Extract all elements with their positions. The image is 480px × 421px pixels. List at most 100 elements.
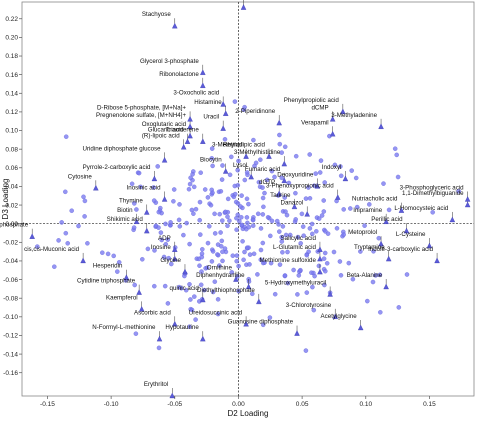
data-point xyxy=(129,181,135,187)
data-point xyxy=(177,202,182,207)
data-point xyxy=(140,257,145,262)
data-point xyxy=(285,249,290,255)
data-point xyxy=(209,156,215,161)
data-point xyxy=(35,244,40,249)
point-label: quinic acid xyxy=(170,285,200,292)
labeled-point-marker xyxy=(243,320,249,327)
data-point xyxy=(215,297,221,302)
data-point xyxy=(188,175,193,181)
data-point xyxy=(166,255,171,261)
data-point xyxy=(250,223,256,228)
data-point xyxy=(232,99,238,104)
point-label: Uracil xyxy=(203,114,219,121)
data-point xyxy=(176,284,182,290)
data-point xyxy=(348,206,353,211)
y-tick-label: -0.16 xyxy=(3,370,18,377)
point-label: L-Homocysteic acid xyxy=(394,205,449,212)
data-point xyxy=(198,282,204,288)
data-point xyxy=(242,177,248,183)
data-point xyxy=(334,226,340,231)
data-point xyxy=(76,223,81,229)
labeled-point-marker xyxy=(172,22,178,29)
data-point xyxy=(293,153,299,159)
data-point xyxy=(165,237,171,242)
y-tick-label: 0.18 xyxy=(5,53,18,60)
labeled-point-marker xyxy=(144,227,150,234)
x-tick-label: 0.15 xyxy=(423,401,436,408)
x-tick-label: 0.10 xyxy=(359,401,372,408)
data-point xyxy=(310,284,315,290)
data-point xyxy=(244,215,250,220)
data-point xyxy=(276,222,281,227)
data-point xyxy=(225,196,231,202)
data-point xyxy=(162,283,168,289)
data-point xyxy=(236,158,241,164)
data-point xyxy=(65,241,70,246)
data-point xyxy=(220,249,225,255)
point-labels: BilirubinStachyoseGlycerol 3-phosphateRi… xyxy=(0,11,464,388)
x-axis-title: D2 Loading xyxy=(228,409,269,418)
data-point xyxy=(82,214,87,219)
data-point xyxy=(105,251,111,257)
data-point xyxy=(218,189,224,194)
data-point xyxy=(225,214,230,219)
data-point xyxy=(321,209,327,214)
labeled-point-marker xyxy=(378,123,384,129)
data-point xyxy=(337,259,343,264)
labeled-point-marker xyxy=(184,138,191,144)
data-point xyxy=(152,283,157,289)
data-point xyxy=(63,134,69,139)
data-point xyxy=(456,189,461,194)
data-point xyxy=(212,279,218,284)
data-point xyxy=(373,273,378,278)
point-label: Glucose 1-phosphate xyxy=(0,222,29,229)
data-point xyxy=(269,168,275,174)
data-point xyxy=(235,201,241,206)
data-point xyxy=(331,249,337,255)
point-label: Triamterene xyxy=(166,127,200,134)
data-point xyxy=(131,225,137,230)
data-point xyxy=(187,324,192,329)
data-point xyxy=(325,231,331,236)
data-point xyxy=(59,220,64,225)
data-point xyxy=(244,245,250,250)
data-point xyxy=(100,250,105,255)
data-point xyxy=(317,170,323,175)
labeled-point-marker xyxy=(200,69,206,75)
data-point xyxy=(191,184,197,190)
point-label: Uridine diphosphate glucose xyxy=(83,145,162,152)
data-point xyxy=(338,273,344,278)
labeled-points xyxy=(29,4,471,399)
point-label: Ornithine xyxy=(207,265,233,272)
data-point xyxy=(280,224,286,229)
data-point xyxy=(163,241,169,247)
y-tick-label: 0.12 xyxy=(5,109,18,116)
point-label: Pyrrole-2-carboxylic acid xyxy=(83,164,151,171)
data-point xyxy=(192,294,197,299)
data-point xyxy=(199,254,205,260)
data-point xyxy=(184,220,189,226)
data-point xyxy=(246,224,252,230)
data-point xyxy=(208,202,214,208)
data-point xyxy=(209,146,215,151)
data-point xyxy=(298,241,303,246)
point-label: Diphenhydramine xyxy=(196,272,245,279)
point-label: 3-Chlorotyrosine xyxy=(286,302,332,309)
data-point xyxy=(321,198,326,203)
data-point xyxy=(430,210,435,215)
x-tick-label: 0.00 xyxy=(232,401,245,408)
data-point xyxy=(239,215,244,220)
data-point xyxy=(183,287,189,293)
data-point xyxy=(386,207,392,213)
labeled-point-marker xyxy=(138,306,145,312)
y-tick-label: 0.20 xyxy=(5,35,18,42)
point-label: 3-Methyladenine xyxy=(331,112,377,119)
data-point xyxy=(230,253,236,258)
data-point xyxy=(370,279,376,285)
data-point xyxy=(295,292,300,297)
data-point xyxy=(237,218,242,224)
data-point xyxy=(322,250,328,256)
y-tick-label: 0.00 xyxy=(5,221,18,228)
data-point xyxy=(63,189,68,195)
labeled-point-marker xyxy=(133,218,140,224)
